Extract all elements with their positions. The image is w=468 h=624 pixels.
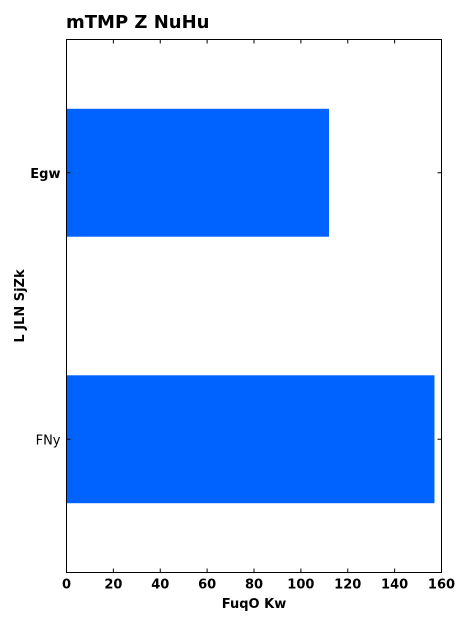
y-axis: Egw FNy xyxy=(30,167,442,448)
x-tick-label: 100 xyxy=(287,578,314,593)
bar-Egw xyxy=(66,108,329,237)
y-tick-label: Egw xyxy=(30,167,60,182)
bar-FNy xyxy=(66,375,435,504)
x-tick-label: 20 xyxy=(104,578,122,593)
x-tick-label: 120 xyxy=(334,578,361,593)
x-axis-label: FuqO Kw xyxy=(222,597,286,612)
bars-group xyxy=(66,108,435,504)
x-tick-label: 60 xyxy=(198,578,216,593)
chart-title: mTMP Z NuHu xyxy=(66,12,209,33)
y-tick-label: FNy xyxy=(36,433,61,448)
x-axis: 0 20 40 60 80 100 120 140 160 xyxy=(62,39,455,593)
x-tick-label: 160 xyxy=(428,578,455,593)
y-axis-label: L JLN SjZk xyxy=(13,269,28,343)
x-tick-label: 0 xyxy=(62,578,71,593)
x-tick-label: 80 xyxy=(245,578,263,593)
x-tick-label: 140 xyxy=(381,578,408,593)
x-tick-label: 40 xyxy=(151,578,169,593)
